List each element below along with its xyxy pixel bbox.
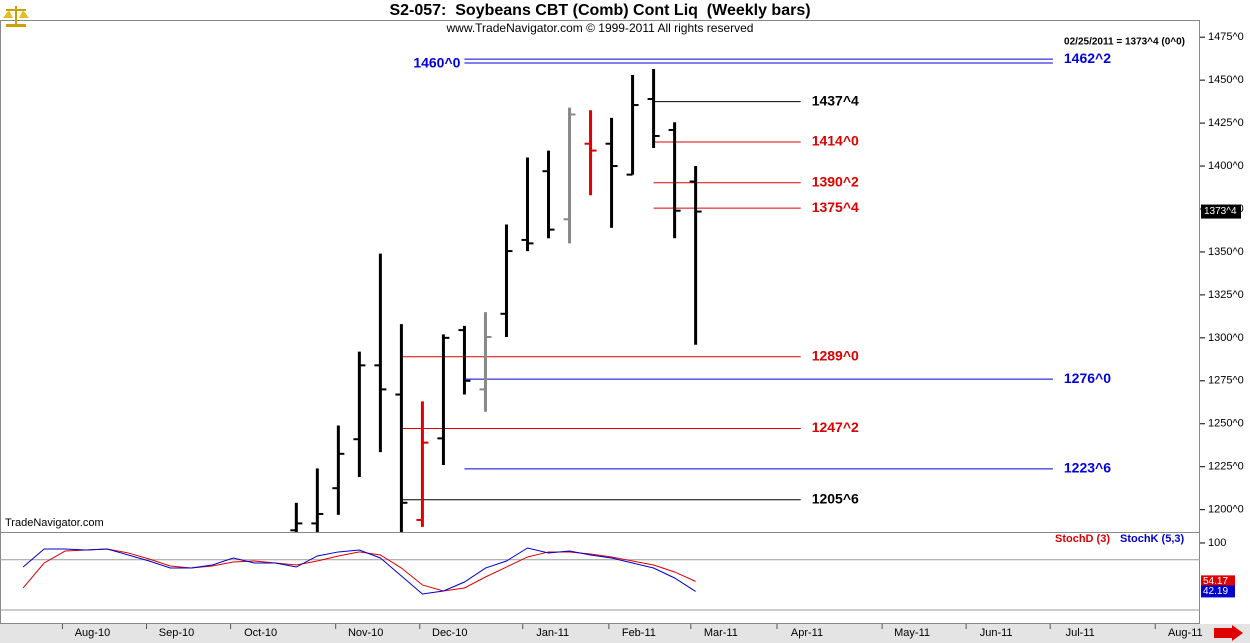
y-tick-label: 100 — [1208, 537, 1226, 549]
last-value-label: 42.19 — [1203, 586, 1228, 597]
y-tick-label: 1225^0 — [1208, 461, 1244, 473]
x-tick-label: Oct-10 — [244, 627, 277, 639]
level-label: 1390^2 — [812, 173, 859, 189]
level-label: 1276^0 — [1064, 370, 1111, 386]
logo — [3, 6, 29, 27]
watermark: TradeNavigator.com — [5, 517, 104, 529]
x-tick-label: Aug-10 — [75, 627, 110, 639]
scroll-arrow[interactable] — [1214, 625, 1243, 641]
y-tick-label: 1325^0 — [1208, 289, 1244, 301]
x-tick-label: Aug-11 — [1168, 627, 1203, 639]
x-tick-label: Jan-11 — [536, 627, 569, 639]
x-tick-label: Jun-11 — [980, 627, 1013, 639]
legend-entry: StochD (3) — [1055, 533, 1110, 545]
y-tick-label: 1400^0 — [1208, 160, 1244, 172]
level-label: 1414^0 — [812, 133, 859, 149]
last-price-box — [1201, 204, 1241, 219]
x-tick-label: Feb-11 — [622, 627, 656, 639]
y-tick-label: 1425^0 — [1208, 117, 1244, 129]
y-tick-label: 1450^0 — [1208, 74, 1244, 86]
x-tick-label: May-11 — [894, 627, 930, 639]
y-tick-label: 1200^0 — [1208, 504, 1244, 516]
x-tick-label: Sep-10 — [159, 627, 194, 639]
y-tick-label: 1250^0 — [1208, 418, 1244, 430]
y-tick-label: 1275^0 — [1208, 375, 1244, 387]
level-label: 1462^2 — [1064, 50, 1111, 66]
y-tick-label: 1300^0 — [1208, 332, 1244, 344]
date-axis-band — [0, 624, 1250, 643]
plot-frame — [0, 20, 1200, 624]
last-price-label: 1373^4 — [1204, 206, 1237, 217]
x-tick-label: Apr-11 — [791, 627, 823, 639]
level-label: 1247^2 — [812, 419, 859, 435]
level-label: 1437^4 — [812, 92, 859, 108]
last-value-label: 54.17 — [1203, 576, 1228, 587]
stoch-line — [22, 547, 696, 595]
x-tick-label: Dec-10 — [432, 627, 467, 639]
level-label: 1460^0 — [413, 55, 460, 71]
subtitle: www.TradeNavigator.com © 1999-2011 All r… — [446, 21, 754, 35]
chart-title: S2-057: Soybeans CBT (Comb) Cont Liq (We… — [389, 2, 810, 19]
last-value-box — [1201, 585, 1235, 598]
level-label: 1289^0 — [812, 347, 859, 363]
x-tick-label: Mar-11 — [704, 627, 738, 639]
level-label: 1205^6 — [812, 490, 859, 506]
y-tick-label: 1475^0 — [1208, 31, 1244, 43]
last-value-box — [1201, 575, 1235, 588]
y-tick-label: 1350^0 — [1208, 246, 1244, 258]
price-info: 02/25/2011 = 1373^4 (0^0) — [1064, 37, 1185, 48]
level-label: 1223^6 — [1064, 460, 1111, 476]
x-tick-label: Nov-10 — [348, 627, 383, 639]
legend-entry: StochK (5,3) — [1120, 533, 1185, 545]
level-label: 1375^4 — [812, 199, 859, 215]
x-tick-label: Jul-11 — [1066, 627, 1095, 639]
